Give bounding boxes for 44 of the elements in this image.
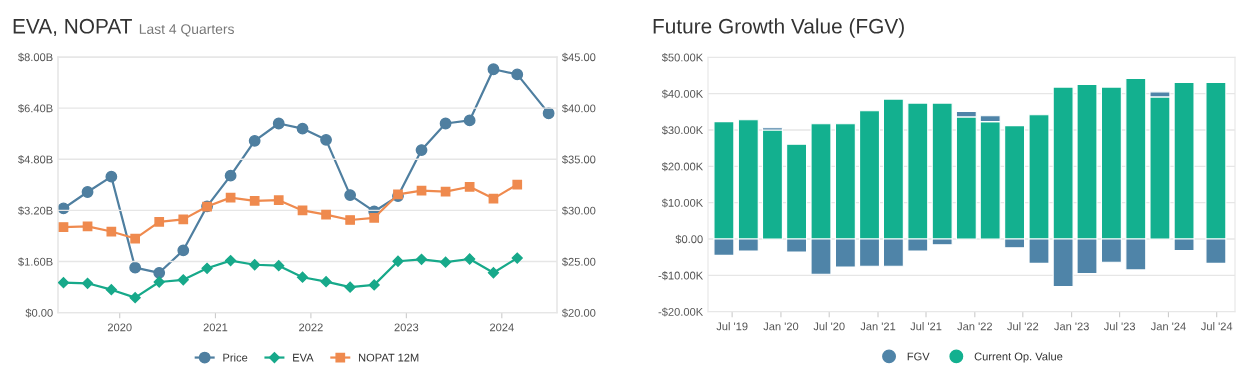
y-tick-label: -$10.00K (658, 271, 704, 281)
y-tick-label: $10.00K (661, 198, 704, 208)
x-tick-label: 2022 (299, 323, 323, 332)
x-tick-label: 2023 (394, 323, 419, 332)
chart-title: Future Growth Value (FGV) (653, 18, 904, 38)
x-tick-label: Jan '24 (1150, 322, 1186, 331)
legend-label: NOPAT 12M (358, 353, 419, 362)
x-tick-label: Jul '24 (1200, 322, 1233, 331)
x-tick-label: Jul '20 (813, 322, 845, 331)
x-tick-label: Jan '20 (763, 322, 799, 331)
x-tick-label: Jul '19 (716, 322, 748, 331)
y-tick-label: $50.00K (661, 53, 704, 63)
x-tick-label: 2020 (107, 323, 132, 332)
y-tick-label: $4.80B (18, 155, 53, 165)
y2-tick-label: $40.00 (561, 103, 596, 113)
y2-tick-label: $45.00 (561, 52, 596, 62)
y-tick-label: $0.00 (25, 308, 53, 318)
y-tick-label: $6.40B (18, 103, 53, 113)
legend-label: FGV (907, 352, 930, 361)
x-tick-label: 2024 (490, 323, 514, 332)
y2-tick-label: $25.00 (561, 257, 596, 267)
x-tick-label: Jul '23 (1103, 322, 1136, 331)
y2-tick-label: $20.00 (561, 308, 596, 318)
y-tick-label: $1.60B (18, 257, 53, 267)
y-tick-label: $40.00K (661, 89, 704, 99)
y-tick-label: -$20.00K (658, 307, 704, 317)
y-tick-label: $3.20B (18, 206, 53, 216)
x-tick-label: Jan '21 (860, 322, 896, 331)
legend-label: EVA (293, 353, 314, 362)
y-tick-label: $20.00K (661, 162, 704, 172)
x-tick-label: Jul '21 (910, 322, 942, 331)
y-tick-label: $30.00K (661, 125, 704, 135)
y2-tick-label: $35.00 (561, 155, 596, 165)
legend-label: Current Op. Value (974, 352, 1063, 363)
y2-tick-label: $30.00 (561, 206, 596, 216)
y-tick-label: $0.00 (675, 234, 703, 244)
x-tick-label: Jul '22 (1007, 322, 1039, 331)
chart-title: EVA, NOPAT (13, 18, 132, 37)
legend-label: Price (223, 353, 248, 362)
chart-subtitle: Last 4 Quarters (139, 24, 234, 37)
x-tick-label: Jan '23 (1054, 322, 1089, 331)
x-tick-label: 2021 (203, 323, 228, 332)
x-tick-label: Jan '22 (957, 322, 992, 331)
y-tick-label: $8.00B (18, 52, 53, 62)
